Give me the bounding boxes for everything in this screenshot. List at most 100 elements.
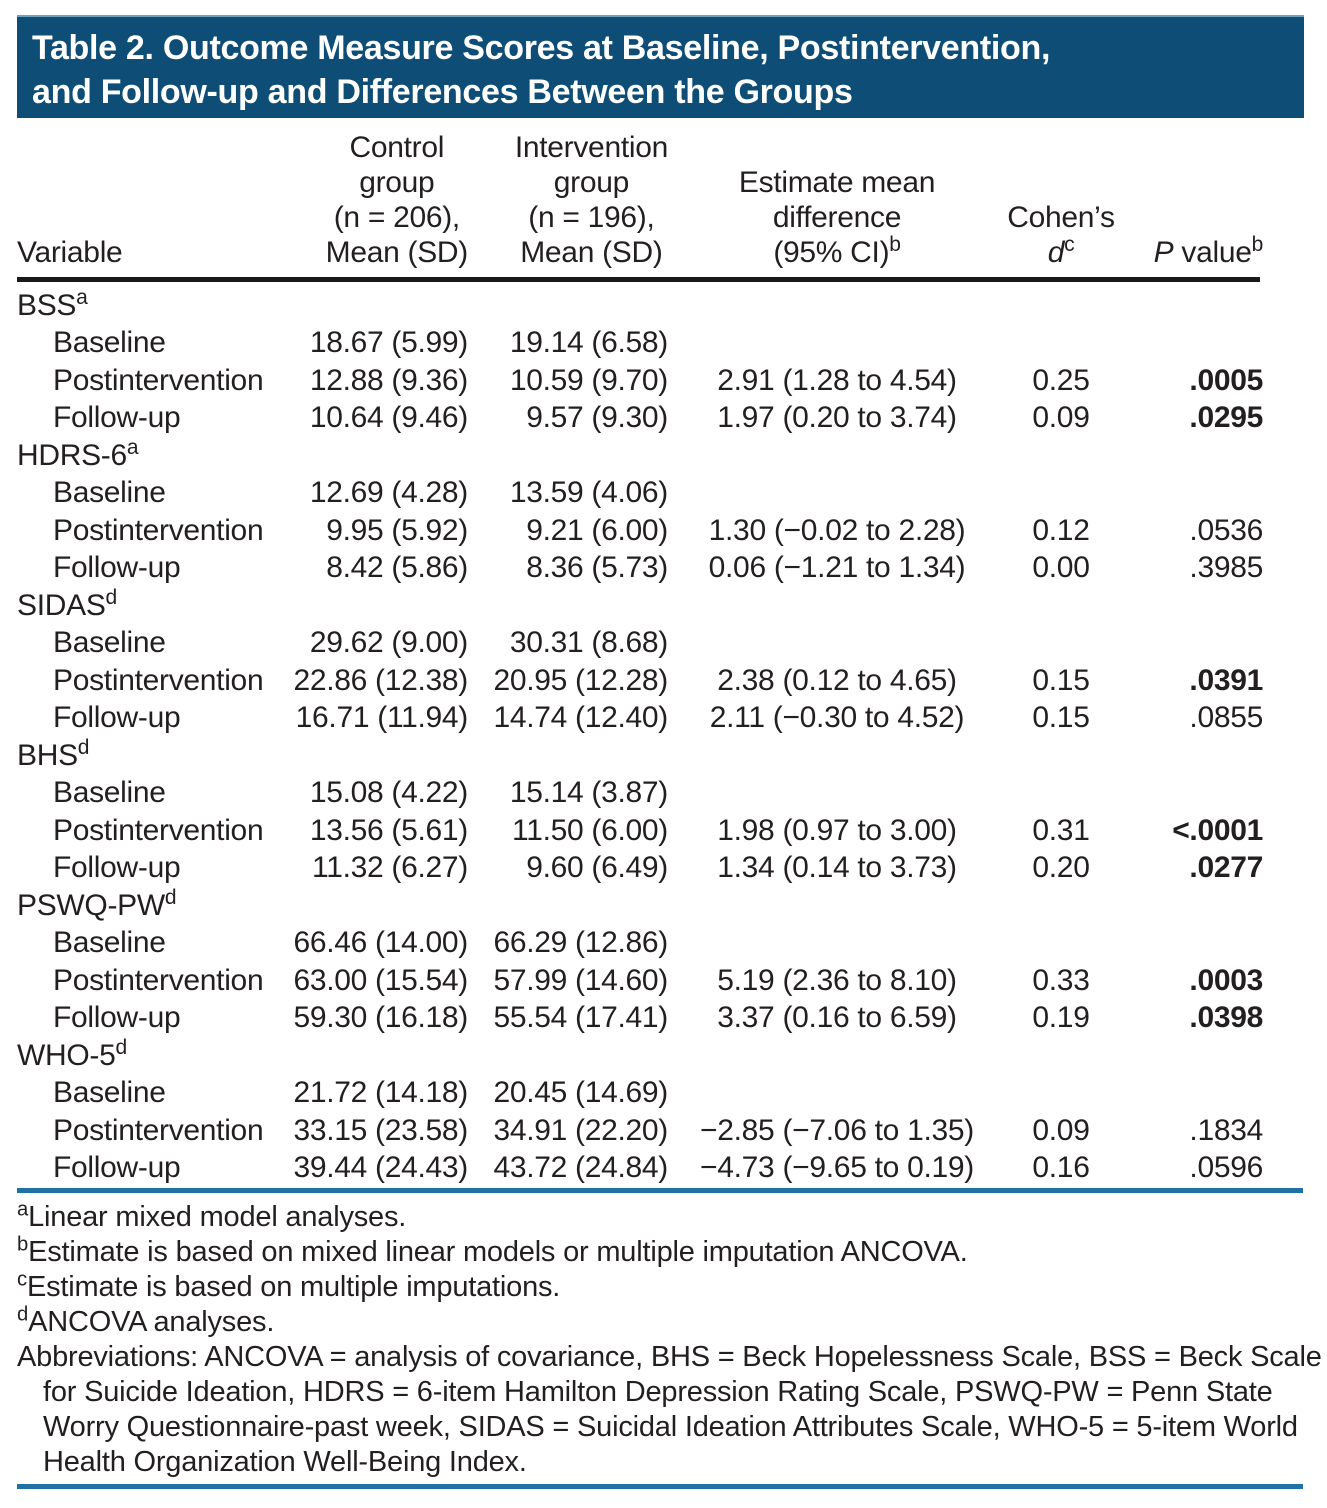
cohens-d-cell: 0.20 (1032, 851, 1090, 885)
footnote-c: cEstimate is based on multiple imputatio… (17, 1269, 1309, 1305)
control-mean-cell: 8.42 (5.86) (326, 551, 468, 585)
footnotes-block: aLinear mixed model analyses. bEstimate … (17, 1198, 1322, 1480)
row-label-cell: Baseline (53, 1076, 166, 1110)
empty-p-cell (1120, 287, 1303, 325)
group-footnote-marker: d (164, 885, 177, 909)
empty-control-cell (287, 1037, 472, 1075)
table-row: Follow-up 10.64 (9.46) 9.57 (9.30) 1.97 (0.… (17, 400, 1303, 438)
empty-intervention-cell (472, 1037, 672, 1075)
control-mean-cell: 11.32 (6.27) (312, 851, 468, 885)
footnote-b-marker: b (17, 1233, 29, 1256)
group-label: PSWQ-PW (17, 888, 165, 922)
empty-cohens-cell (1002, 287, 1120, 325)
empty-cohens-cell (1002, 887, 1120, 925)
p-value-cell: .0295 (1189, 401, 1263, 435)
row-label-cell: Postintervention (53, 513, 264, 547)
control-mean-cell: 66.46 (14.00) (293, 926, 468, 960)
empty-intervention-cell (472, 287, 672, 325)
row-label-cell: Baseline (53, 776, 166, 810)
footnote-c-text: Estimate is based on multiple imputation… (26, 1271, 561, 1303)
p-value-cell: .0398 (1189, 1001, 1263, 1035)
control-mean-cell: 63.00 (15.54) (293, 963, 468, 997)
empty-p-cell (1120, 587, 1303, 625)
row-label-cell: Postintervention (53, 1113, 264, 1147)
cohens-d-cell (1002, 1075, 1120, 1113)
intervention-mean-cell: 10.59 (9.70) (509, 363, 668, 397)
header-estimate-line2: difference (772, 201, 902, 234)
control-mean-cell: 22.86 (12.38) (293, 663, 468, 697)
group-label: HDRS-6 (17, 438, 127, 472)
footnote-b: bEstimate is based on mixed linear model… (17, 1233, 1309, 1270)
empty-control-cell (287, 587, 472, 625)
cohens-d-cell: 0.15 (1032, 663, 1090, 697)
estimate-difference-cell (672, 325, 1002, 363)
header-cohens-d: Cohen’s dc (1002, 130, 1120, 278)
control-mean-cell: 12.88 (9.36) (309, 363, 468, 397)
group-label: BSS (17, 288, 77, 322)
p-value-cell: .0005 (1189, 363, 1263, 397)
control-mean-cell: 18.67 (5.99) (309, 326, 468, 360)
table-row: Baseline 29.62 (9.00) 30.31 (8.68) (17, 625, 1303, 663)
header-ci-footnote-marker: b (889, 233, 901, 256)
estimate-difference-cell (672, 925, 1002, 963)
empty-estimate-cell (672, 587, 1002, 625)
row-label-cell: Follow-up (53, 1001, 181, 1035)
header-control-group: Control group (n = 206), Mean (SD) (287, 130, 472, 278)
p-value-cell: .1834 (1189, 1113, 1263, 1147)
row-label-cell: Baseline (53, 926, 166, 960)
header-cohens-line1: Cohen’s (1007, 201, 1115, 234)
footnote-a-marker: a (17, 1198, 29, 1221)
cohens-d-cell: 0.00 (1032, 551, 1090, 585)
estimate-difference-cell: 2.91 (1.28 to 4.54) (717, 363, 957, 397)
control-mean-cell: 59.30 (16.18) (293, 1001, 468, 1035)
header-control-lines: Control group (n = 206), Mean (SD) (326, 130, 469, 270)
group-label-cell: PSWQ-PWd (17, 887, 287, 925)
table-row: Postintervention 9.95 (5.92) 9.21 (6.00) 1.… (17, 512, 1303, 550)
table-row: Baseline 66.46 (14.00) 66.29 (12.86) (17, 925, 1303, 963)
table-row: Follow-up 39.44 (24.43) 43.72 (24.84) −4.73… (17, 1150, 1303, 1188)
row-label-cell: Postintervention (53, 963, 264, 997)
intervention-mean-cell: 8.36 (5.73) (526, 551, 668, 585)
cohens-d-cell: 0.19 (1032, 1001, 1090, 1035)
header-divider-rule (17, 277, 1260, 282)
intervention-mean-cell: 34.91 (22.20) (493, 1113, 668, 1147)
cohens-d-cell (1002, 925, 1120, 963)
table-body: BSSa Baseline 18.67 (5.99) 19.14 (6.58) Post… (17, 278, 1303, 1187)
cohens-d-cell: 0.31 (1032, 813, 1090, 847)
intervention-mean-cell: 20.95 (12.28) (493, 663, 668, 697)
empty-cohens-cell (1002, 1037, 1120, 1075)
empty-control-cell (287, 437, 472, 475)
header-intervention-line3: (n = 196), (528, 201, 655, 234)
group-label: WHO-5 (17, 1038, 116, 1072)
empty-estimate-cell (672, 1037, 1002, 1075)
empty-estimate-cell (672, 887, 1002, 925)
p-value-cell (1120, 475, 1303, 513)
table-group-row: SIDASd (17, 587, 1303, 625)
footnotes-bottom-rule (17, 1484, 1303, 1489)
empty-control-cell (287, 887, 472, 925)
header-intervention-group: Intervention group (n = 196), Mean (SD) (472, 130, 672, 278)
header-control-line1: Control (349, 131, 445, 164)
control-mean-cell: 16.71 (11.94) (295, 701, 469, 735)
row-label-cell: Baseline (53, 626, 166, 660)
table-row: Follow-up 8.42 (5.86) 8.36 (5.73) 0.06 (−1.… (17, 550, 1303, 588)
header-p-value-text: value (1173, 236, 1252, 269)
header-intervention-line4: Mean (SD) (520, 236, 663, 269)
control-mean-cell: 13.56 (5.61) (309, 813, 468, 847)
p-value-cell (1120, 775, 1303, 813)
p-value-cell: .0596 (1189, 1151, 1263, 1185)
estimate-difference-cell (672, 1075, 1002, 1113)
control-mean-cell: 33.15 (23.58) (293, 1113, 468, 1147)
empty-p-cell (1120, 887, 1303, 925)
group-footnote-marker: d (115, 1035, 128, 1059)
table-group-row: PSWQ-PWd (17, 887, 1303, 925)
header-p-footnote-marker: b (1251, 233, 1264, 256)
control-mean-cell: 9.95 (5.92) (326, 513, 468, 547)
estimate-difference-cell (672, 475, 1002, 513)
empty-estimate-cell (672, 437, 1002, 475)
empty-p-cell (1120, 437, 1303, 475)
header-cohens-footnote-marker: c (1064, 233, 1075, 256)
empty-cohens-cell (1002, 437, 1120, 475)
row-label-cell: Follow-up (53, 851, 181, 885)
p-value-cell: .0536 (1189, 513, 1263, 547)
